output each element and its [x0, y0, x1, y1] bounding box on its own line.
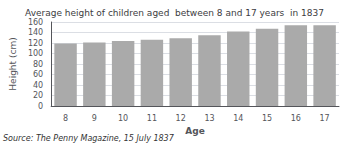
svg-text:40: 40: [33, 81, 43, 90]
svg-text:16: 16: [291, 114, 301, 123]
svg-text:60: 60: [33, 70, 43, 79]
svg-text:8: 8: [63, 114, 68, 123]
svg-text:Age: Age: [185, 126, 205, 136]
svg-text:Height (cm): Height (cm): [8, 37, 18, 90]
svg-text:Average height of children age: Average height of children aged between …: [25, 8, 324, 18]
svg-text:140: 140: [28, 28, 43, 37]
svg-text:13: 13: [204, 114, 214, 123]
svg-text:10: 10: [118, 114, 128, 123]
svg-text:100: 100: [28, 49, 43, 58]
svg-text:11: 11: [147, 114, 157, 123]
svg-text:17: 17: [320, 114, 330, 123]
svg-text:15: 15: [262, 114, 272, 123]
svg-text:0: 0: [38, 102, 43, 111]
svg-text:14: 14: [233, 114, 243, 123]
svg-text:12: 12: [176, 114, 186, 123]
svg-text:9: 9: [92, 114, 97, 123]
svg-text:80: 80: [33, 60, 43, 69]
svg-text:20: 20: [33, 91, 43, 100]
svg-text:Source: The Penny Magazine, 15: Source: The Penny Magazine, 15 July 1837: [3, 134, 175, 143]
svg-text:120: 120: [28, 39, 43, 48]
svg-text:160: 160: [28, 18, 43, 27]
